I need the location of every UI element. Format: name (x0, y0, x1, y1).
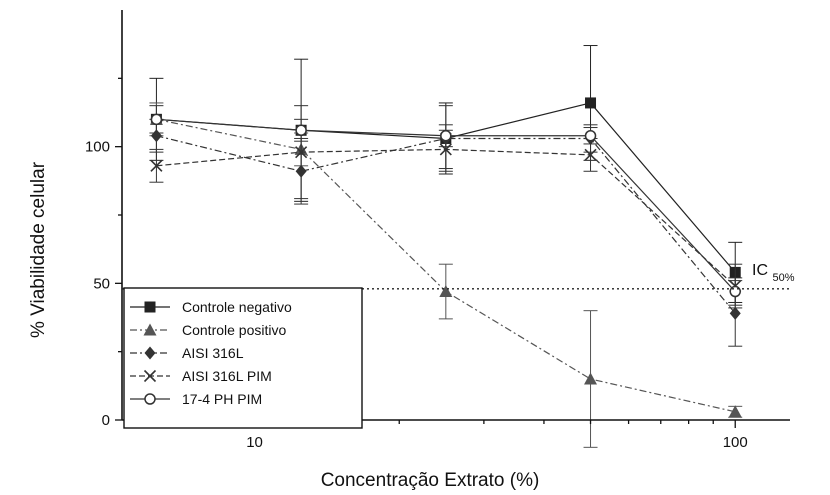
data-point (295, 124, 307, 137)
legend-label: Controle positivo (182, 322, 286, 338)
y-tick-label: 50 (93, 275, 110, 292)
data-point (585, 97, 597, 109)
data-point (150, 129, 162, 143)
legend-entry: AISI 316L (130, 345, 244, 361)
data-point (150, 113, 163, 126)
legend-entry: AISI 316L PIM (130, 368, 272, 384)
marker-stroke (150, 159, 163, 172)
y-tick-label: 100 (85, 139, 110, 156)
data-point (439, 285, 453, 298)
marker-stroke (584, 148, 597, 161)
legend-label: AISI 316L (182, 345, 244, 361)
legend-entry: 17-4 PH PIM (130, 391, 262, 407)
data-point (729, 285, 741, 298)
marker-stroke (295, 146, 308, 159)
data-point (439, 143, 452, 156)
ic50-reference: IC 50% (122, 262, 795, 290)
marker-stroke (143, 369, 157, 383)
data-point (584, 129, 597, 142)
data-point (295, 146, 308, 159)
legend-marker (144, 393, 156, 405)
data-point (728, 405, 742, 418)
x-tick-label: 100 (723, 434, 748, 451)
data-point (584, 372, 598, 385)
legend-marker (143, 369, 157, 383)
data-point (584, 148, 597, 161)
legend-label: 17-4 PH PIM (182, 391, 262, 407)
data-point (440, 129, 452, 142)
ic50-label: IC 50% (752, 262, 795, 284)
legend-marker (144, 301, 156, 313)
x-tick-label: 10 (246, 434, 263, 451)
data-point (150, 159, 163, 172)
data-point (729, 306, 741, 320)
marker-stroke (439, 143, 452, 156)
ic50-label-sub: 50% (772, 272, 794, 284)
legend-label: AISI 316L PIM (182, 368, 272, 384)
legend-label: Controle negativo (182, 299, 292, 315)
plot-area (149, 45, 743, 448)
legend-entry: Controle negativo (130, 299, 292, 315)
ic50-label-main: IC (752, 262, 768, 279)
y-axis-title: % Viabilidade celular (28, 161, 49, 338)
legend-frame (123, 287, 363, 429)
legend-entry: Controle positivo (130, 322, 286, 338)
legend-marker (143, 323, 157, 336)
x-axis-title: Concentração Extrato (%) (321, 470, 540, 491)
legend-marker (144, 346, 156, 360)
legend: Controle negativo Controle positivo AISI 3… (123, 287, 363, 429)
y-tick-label: 0 (102, 412, 110, 429)
